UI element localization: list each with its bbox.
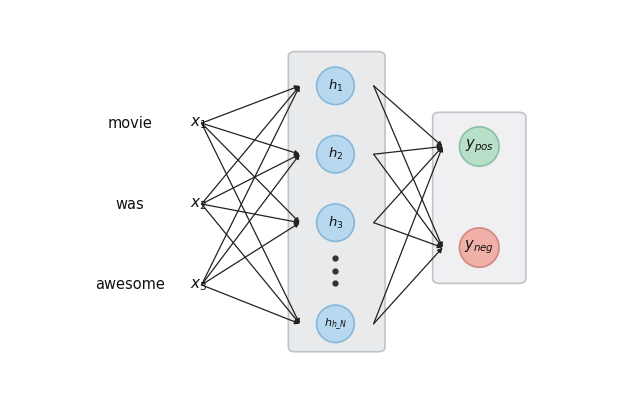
Ellipse shape (317, 305, 355, 343)
Text: $x_3$: $x_3$ (190, 277, 208, 293)
Text: $y_{pos}$: $y_{pos}$ (465, 138, 493, 155)
Text: $y_{neg}$: $y_{neg}$ (465, 239, 494, 257)
Ellipse shape (460, 127, 499, 166)
FancyBboxPatch shape (288, 52, 385, 352)
Text: awesome: awesome (95, 278, 164, 292)
Ellipse shape (317, 204, 355, 242)
Text: movie: movie (107, 116, 152, 130)
Text: was: was (115, 196, 144, 212)
Text: $x_2$: $x_2$ (191, 196, 207, 212)
Text: $x_1$: $x_1$ (191, 115, 207, 131)
Ellipse shape (460, 228, 499, 267)
Text: $h_{h\_N}$: $h_{h\_N}$ (324, 316, 347, 332)
Text: $h_1$: $h_1$ (328, 78, 343, 94)
Ellipse shape (317, 67, 355, 105)
FancyBboxPatch shape (433, 112, 526, 283)
Ellipse shape (317, 135, 355, 173)
Text: $h_3$: $h_3$ (328, 215, 343, 231)
Text: $h_2$: $h_2$ (328, 146, 343, 162)
